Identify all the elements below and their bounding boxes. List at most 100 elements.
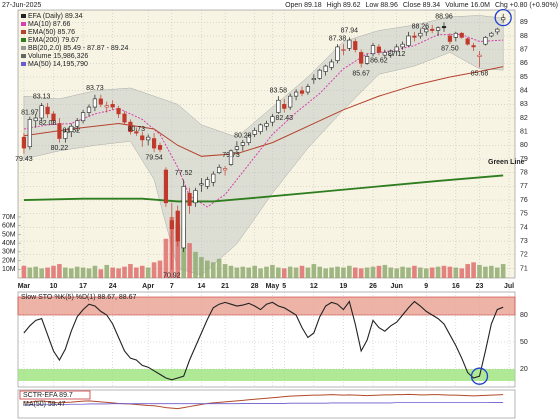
legend-entry: EMA(200) 79.67 [28, 37, 79, 44]
candle-body [465, 38, 470, 45]
candle-body [222, 168, 228, 171]
candle-body [258, 124, 263, 132]
candle-body [63, 131, 68, 139]
x-tick-label: 26 [369, 283, 377, 290]
volume-bar [139, 265, 145, 278]
candle-body [323, 65, 328, 72]
candle-body [382, 52, 387, 56]
volume-bar [122, 266, 127, 278]
y-tick-label: 78 [520, 170, 528, 177]
candle-body [104, 105, 109, 108]
candle-body [441, 26, 447, 29]
highlight-circle [470, 367, 489, 385]
candle-body [424, 28, 429, 33]
volume-bar [382, 264, 388, 278]
price-label: 82.43 [275, 115, 293, 122]
volume-tick-label: 40M [2, 240, 16, 247]
y-tick-label: 80 [520, 312, 528, 319]
volume-bar [483, 266, 488, 278]
volume-bar [187, 243, 192, 278]
candle-body [134, 131, 139, 134]
volume-bar [246, 267, 252, 278]
volume-bar [98, 269, 104, 278]
candle-body [364, 56, 370, 64]
price-label: 77.52 [175, 170, 193, 177]
candle-body [39, 105, 44, 119]
header-item: Volume 16.0M [445, 2, 490, 9]
volume-bar [435, 266, 441, 278]
candle-body [501, 17, 506, 21]
volume-bar [240, 266, 246, 278]
volume-bar [477, 264, 482, 278]
y-tick-label: 20 [520, 366, 528, 373]
volume-bar [181, 227, 186, 278]
x-tick-label: Jun [390, 283, 402, 290]
x-tick-label: Jul [504, 283, 514, 290]
volume-bar [299, 265, 305, 278]
candle-body [80, 112, 86, 122]
price-label: 80.22 [51, 145, 69, 152]
y-tick-label: 76 [520, 197, 528, 204]
volume-bar [329, 267, 334, 278]
legend-swatch [21, 22, 26, 26]
volume-bar [74, 266, 80, 278]
overbought-zone [17, 296, 516, 316]
y-tick-label: 82 [520, 115, 528, 122]
volume-tick-label: 50M [2, 231, 16, 238]
volume-tick-label: 30M [2, 249, 16, 256]
volume-bar [216, 258, 222, 278]
volume-bar [145, 267, 151, 278]
candle-body [489, 32, 494, 37]
y-tick-label: 80 [520, 142, 528, 149]
volume-bar [151, 262, 157, 278]
candle-body [21, 136, 27, 149]
legend-swatch [21, 46, 26, 50]
legend-entry: EFA (Daily) 89.34 [28, 13, 83, 20]
legend-swatch [21, 38, 26, 42]
price-label: 83.13 [33, 93, 51, 100]
x-tick-label: Apr [142, 283, 154, 290]
volume-tick-label: 60M [2, 223, 16, 230]
volume-bar [281, 268, 287, 278]
volume-bar [400, 266, 405, 278]
volume-bar [110, 267, 115, 278]
header-item: Low 88.96 [366, 2, 398, 9]
y-tick-label: 79 [520, 156, 528, 163]
oversold-zone [18, 369, 515, 381]
legend-entry: MA(50) 14,195,790 [28, 61, 88, 68]
volume-bar [228, 265, 234, 278]
y-tick-label: 88 [520, 33, 528, 40]
price-label: 83.58 [270, 87, 288, 94]
y-tick-label: 89 [520, 19, 528, 26]
candle-body [169, 220, 174, 230]
volume-bar [429, 267, 435, 278]
volume-bar [86, 268, 92, 278]
candle-body [412, 35, 417, 38]
legend-swatch [21, 54, 26, 58]
volume-bar [500, 264, 506, 278]
y-tick-label: 86 [520, 60, 528, 67]
volume-bar [352, 267, 358, 278]
candle-body [293, 91, 299, 97]
volume-bar [412, 265, 417, 278]
candle-body [418, 32, 423, 37]
volume-bar [418, 267, 423, 278]
price-label: 70.92 [163, 272, 181, 279]
volume-bar [116, 268, 121, 278]
indicator-line [23, 174, 504, 203]
volume-bar [335, 266, 340, 278]
volume-bar [264, 266, 269, 278]
volume-bar [471, 262, 476, 278]
candle-body [299, 90, 305, 94]
price-label: 87.94 [341, 28, 359, 35]
volume-bar [453, 267, 459, 278]
volume-tick-label: 70M [2, 214, 16, 221]
x-tick-label: 21 [221, 283, 229, 290]
volume-bar [104, 264, 110, 278]
x-tick-label: 5 [282, 283, 286, 290]
x-tick-label: 28 [251, 283, 259, 290]
price-label: 86.62 [370, 58, 388, 65]
legend-entry: MA(10) 87.66 [28, 21, 71, 28]
price-label: 80.28 [234, 132, 252, 139]
candle-body [27, 119, 32, 148]
